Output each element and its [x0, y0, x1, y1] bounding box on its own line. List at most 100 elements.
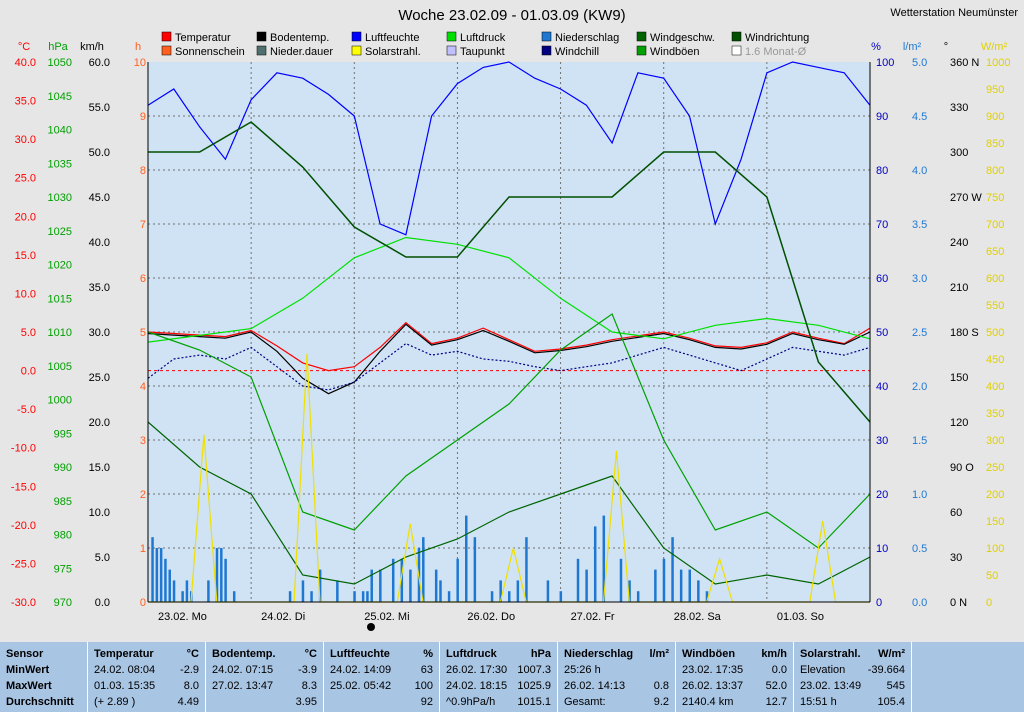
hpa-tick-label: 1005: [48, 361, 72, 373]
rain-bar: [366, 591, 369, 602]
stats-label: MinWert: [6, 664, 50, 676]
hpa-tick-label: 1035: [48, 158, 72, 170]
x-tick-label: 28.02. Sa: [674, 611, 722, 623]
stats-row: 24.02. 18:15 1025.9: [440, 678, 557, 694]
weather-chart: 23.02. Mo 24.02. Di 25.02. Mi 26.02. Do 27.0…: [10, 7, 1019, 631]
temp-tick-label: 5.0: [21, 327, 36, 339]
solar-tick-label: 800: [986, 165, 1004, 177]
legend-swatch: [541, 45, 552, 56]
temp-tick-label: 10.0: [15, 288, 36, 300]
rain-bar: [168, 569, 171, 602]
stats-value: 1015.1: [517, 696, 551, 708]
rain-bar: [409, 569, 412, 602]
stats-value: 4.49: [177, 696, 199, 708]
stats-unit: %: [423, 648, 433, 660]
rain-bar: [636, 591, 640, 602]
chart-title: Woche 23.02.09 - 01.03.09 (KW9): [398, 7, 625, 24]
stats-column: Sensor MinWert MaxWert Durchschnitt: [0, 642, 88, 712]
temp-tick-label: -25.0: [11, 558, 36, 570]
stats-header: Solarstrahl. W/m²: [794, 646, 911, 662]
stats-unit: °C: [186, 648, 199, 660]
solar-tick-label: 50: [986, 570, 998, 582]
rain-bar: [310, 591, 313, 602]
stats-value: 8.0: [183, 680, 199, 692]
kmh-tick-label: 25.0: [89, 372, 110, 384]
kmh-tick-label: 20.0: [89, 417, 110, 429]
stats-row: 2140.4 km 12.7: [676, 694, 793, 710]
stats-value: 63: [420, 664, 433, 676]
stats-label: Gesamt:: [564, 696, 606, 708]
rain-tick-label: 1.5: [912, 435, 927, 447]
stats-row: 25:26 h: [558, 662, 675, 678]
stats-row: 25.02. 05:42 100: [324, 678, 439, 694]
rain-bar: [679, 569, 683, 602]
legend-swatch: [446, 45, 457, 56]
stats-value: -2.9: [180, 664, 199, 676]
dir-tick-label: 150: [950, 372, 968, 384]
stats-label: Durchschnitt: [6, 696, 74, 708]
stats-row: 24.02. 14:09 63: [324, 662, 439, 678]
stats-label: ^0.9hPa/h: [446, 696, 496, 708]
rain-bar: [318, 569, 322, 602]
stats-row: Durchschnitt: [0, 694, 87, 710]
stats-row: MinWert: [0, 662, 87, 678]
stats-label: 24.02. 08:04: [94, 664, 156, 676]
x-tick-label: 24.02. Di: [261, 611, 305, 623]
hours-tick-label: 8: [140, 165, 146, 177]
rain-bar: [499, 580, 502, 602]
moon-phase-icon: [367, 623, 375, 631]
solar-tick-label: 700: [986, 219, 1004, 231]
stats-value: 545: [886, 680, 905, 692]
rain-bar: [490, 591, 494, 602]
stats-label: 25:26 h: [564, 664, 601, 676]
rain-bar: [422, 537, 425, 602]
percent-tick-label: 40: [876, 381, 888, 393]
rain-bar: [671, 537, 674, 602]
stats-value: 0.0: [771, 664, 787, 676]
stats-label: 26.02. 17:30: [446, 664, 508, 676]
stats-row: ^0.9hPa/h 1015.1: [440, 694, 557, 710]
hours-tick-label: 2: [140, 489, 146, 501]
rain-bar: [654, 569, 657, 602]
stats-label: 23.02. 17:35: [682, 664, 744, 676]
stats-value: 9.2: [653, 696, 669, 708]
stats-header: Windböen km/h: [676, 646, 793, 662]
rain-bar: [516, 580, 520, 602]
rain-tick-label: 5.0: [912, 57, 927, 69]
kmh-tick-label: 10.0: [89, 507, 110, 519]
series-line-windrichtung: [148, 121, 871, 423]
stats-value: 8.3: [301, 680, 317, 692]
dir-tick-label: 300: [950, 147, 968, 159]
stats-column: Solarstrahl. W/m² Elevation -39.664 23.02. 1…: [794, 642, 912, 712]
dir-tick-label: 30: [950, 552, 962, 564]
kmh-tick-label: 55.0: [89, 102, 110, 114]
percent-tick-label: 30: [876, 435, 888, 447]
series-line-bodentemp: [147, 323, 871, 395]
rain-bar: [164, 558, 167, 602]
rain-bar: [697, 580, 700, 602]
x-tick-label: 27.02. Fr: [571, 611, 615, 623]
stats-label: 24.02. 07:15: [212, 664, 274, 676]
legend-label: 1.6 Monat-Ø: [745, 46, 807, 58]
hours-tick-label: 3: [140, 435, 146, 447]
legend-label: Sonnenschein: [175, 46, 245, 58]
stats-title: Solarstrahl.: [800, 648, 861, 660]
stats-value: 1007.3: [517, 664, 551, 676]
kmh-tick-label: 50.0: [89, 147, 110, 159]
rain-tick-label: 1.0: [912, 489, 927, 501]
stats-header: Bodentemp. °C: [206, 646, 323, 662]
dir-tick-label: 270 W: [950, 192, 982, 204]
legend-swatch: [541, 31, 552, 42]
solar-tick-label: 250: [986, 462, 1004, 474]
temp-tick-label: -30.0: [11, 597, 36, 609]
hpa-tick-label: 990: [54, 462, 72, 474]
rain-bar: [585, 569, 588, 602]
hpa-tick-label: 995: [54, 428, 72, 440]
rain-bar: [434, 569, 438, 602]
dir-tick-label: 0 N: [950, 597, 967, 609]
stats-title: Bodentemp.: [212, 648, 276, 660]
rain-bar: [220, 548, 223, 602]
rain-bar: [353, 591, 356, 602]
stats-title: Sensor: [6, 648, 44, 660]
stats-value: 12.7: [765, 696, 787, 708]
